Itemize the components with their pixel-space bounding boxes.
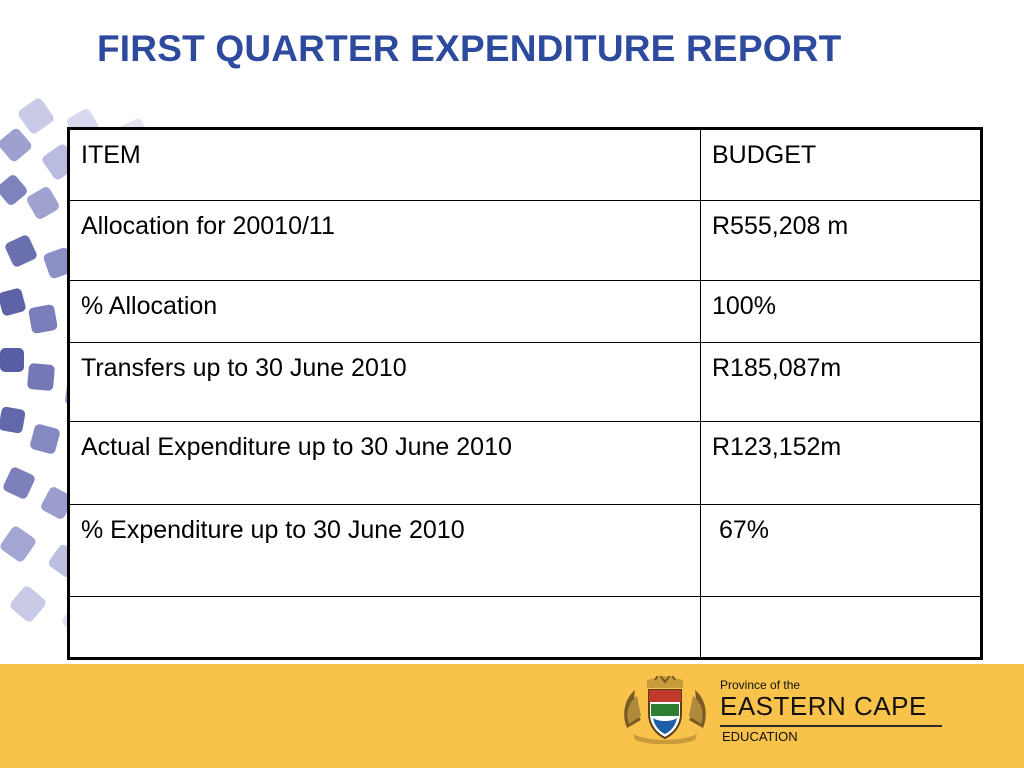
logo-province-text: Province of the xyxy=(720,678,801,692)
budget-cell: 100% xyxy=(700,280,982,343)
expenditure-table: ITEM BUDGET Allocation for 20010/11 R555… xyxy=(67,127,983,660)
table-row: Transfers up to 30 June 2010 R185,087m xyxy=(68,342,982,422)
header-item-cell: ITEM xyxy=(68,128,701,201)
province-logo: Province of the EASTERN CAPE EDUCATION xyxy=(720,678,950,748)
table-row-empty xyxy=(68,596,982,659)
logo-eastern-cape-text: EASTERN CAPE xyxy=(720,691,927,721)
table-row: % Allocation 100% xyxy=(68,280,982,343)
item-cell: Actual Expenditure up to 30 June 2010 xyxy=(68,421,701,505)
item-cell: % Allocation xyxy=(68,280,701,343)
budget-cell xyxy=(700,596,982,659)
table-row: % Expenditure up to 30 June 2010 67% xyxy=(68,504,982,597)
table-row-header: ITEM BUDGET xyxy=(68,128,982,201)
coat-of-arms-icon xyxy=(624,676,706,744)
page-title: FIRST QUARTER EXPENDITURE REPORT xyxy=(97,28,842,69)
item-cell: % Expenditure up to 30 June 2010 xyxy=(68,504,701,597)
table-row: Actual Expenditure up to 30 June 2010 R1… xyxy=(68,421,982,505)
table-row: Allocation for 20010/11 R555,208 m xyxy=(68,200,982,281)
logo-divider xyxy=(720,725,942,727)
budget-cell: 67% xyxy=(700,504,982,597)
header-budget-cell: BUDGET xyxy=(700,128,982,201)
item-cell: Transfers up to 30 June 2010 xyxy=(68,342,701,422)
footer-bar xyxy=(0,664,1024,768)
budget-cell: R185,087m xyxy=(700,342,982,422)
item-cell: Allocation for 20010/11 xyxy=(68,200,701,281)
logo-education-text: EDUCATION xyxy=(722,729,798,744)
item-cell xyxy=(68,596,701,659)
budget-cell: R555,208 m xyxy=(700,200,982,281)
budget-cell: R123,152m xyxy=(700,421,982,505)
